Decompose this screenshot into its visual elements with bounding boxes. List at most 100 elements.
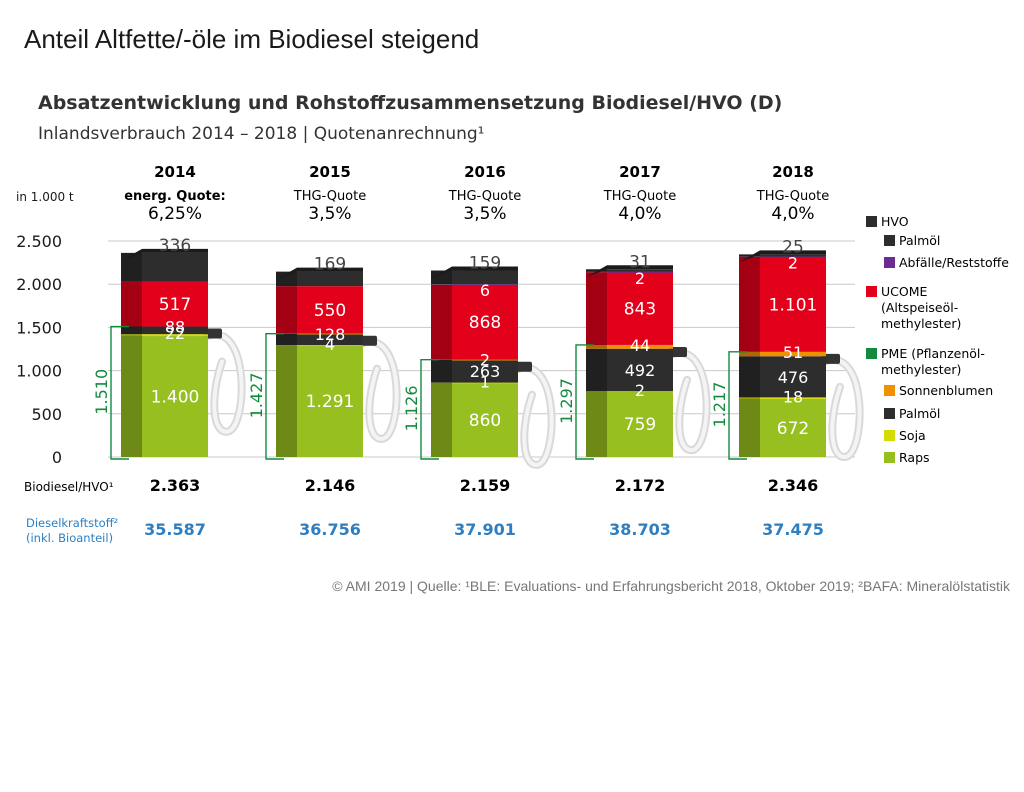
quota-value: 6,25% (148, 204, 202, 224)
year-label: 2018 (772, 163, 814, 181)
quota-value: 4,0% (618, 204, 661, 224)
bar-segment-raps (760, 398, 826, 457)
data-label: 672 (777, 419, 809, 439)
bar-segment-ucome (297, 286, 363, 334)
year-label: 2014 (154, 163, 196, 181)
legend-swatch-sonnenblumen (884, 385, 895, 396)
pme-bracket (728, 351, 747, 460)
quota-type: energ. Quote: (124, 189, 226, 204)
page-title: Anteil Altfette/-öle im Biodiesel steige… (24, 24, 480, 54)
bar-side-palm_pme (431, 359, 452, 383)
diesel-total: 37.475 (762, 520, 824, 539)
bar-top-cap (586, 265, 673, 278)
chart-title: Absatzentwicklung und Rohstoffzusammense… (38, 92, 783, 114)
y-tick-label: 2.500 (16, 232, 62, 251)
legend-swatch-hvo_abfaelle (884, 257, 895, 268)
y-tick-label: 2.000 (16, 275, 62, 294)
data-label: 2 (635, 381, 645, 400)
bar-top-cap (121, 248, 208, 261)
bar-side-raps (431, 382, 452, 457)
quota-value: 4,0% (771, 204, 814, 224)
data-label: 1 (480, 373, 490, 392)
bar-segment-hvo_palm (607, 269, 673, 272)
pme-total-label: 1.427 (247, 372, 266, 418)
bar-segment-sonnenblumen (297, 333, 363, 335)
bar-segment-raps (452, 382, 518, 457)
legend-item-continued: methylester) (881, 316, 961, 331)
y-tick-label: 0 (52, 448, 62, 467)
legend-swatch-hvo_palm (884, 235, 895, 246)
bar-segment-raps (142, 336, 208, 457)
bar-segment-palm_pme (760, 356, 826, 398)
bar-side-ucome (586, 272, 607, 345)
legend-item: UCOME (881, 284, 928, 299)
biodiesel-total: 2.146 (305, 476, 356, 495)
diesel-total: 38.703 (609, 520, 671, 539)
fuel-nozzle-highlight (359, 339, 399, 441)
bar-side-raps (121, 336, 142, 457)
bar-side-hvo_palm (121, 252, 142, 282)
bar-segment-sonnenblumen (607, 344, 673, 349)
legend-item-continued: methylester) (881, 362, 961, 377)
bar-segment-ucome (142, 281, 208, 327)
bar-segment-raps (297, 345, 363, 457)
diesel-total: 36.756 (299, 520, 361, 539)
bar-segment-sonnenblumen (452, 359, 518, 361)
pme-total-label: 1.217 (710, 382, 729, 428)
quota-value: 3,5% (463, 204, 506, 224)
bar-segment-raps (607, 391, 673, 457)
data-label: 4 (325, 335, 335, 354)
bar-segment-soja (452, 382, 518, 384)
bar-segment-soja (607, 391, 673, 393)
fuel-nozzle-tip (514, 361, 532, 372)
biodiesel-total: 2.363 (150, 476, 201, 495)
legend-swatch-palm_pme (884, 408, 895, 419)
bar-side-sonnenblumen (739, 351, 760, 357)
y-tick-label: 1.000 (16, 362, 62, 381)
data-label: 31 (629, 252, 651, 272)
bar-side-ucome (431, 284, 452, 360)
legend-item: Palmöl (899, 233, 940, 248)
bar-segment-ucome (452, 284, 518, 360)
bar-side-raps (276, 345, 297, 457)
data-label: 263 (470, 362, 501, 381)
bar-top-cap (739, 250, 826, 263)
data-label: 476 (778, 368, 809, 387)
bar-segment-hvo_palm (142, 252, 208, 282)
legend-item: HVO (881, 214, 909, 229)
data-label: 550 (314, 301, 346, 321)
fuel-nozzle-tip (359, 335, 377, 346)
pme-total-label: 1.126 (402, 385, 421, 431)
year-label: 2017 (619, 163, 661, 181)
bar-side-soja (739, 397, 760, 399)
fuel-nozzle-highlight (514, 365, 554, 467)
data-label: 51 (783, 343, 803, 362)
data-label: 18 (783, 387, 803, 406)
data-label: 860 (469, 411, 501, 431)
biodiesel-stacked-bar-chart: 0 500 1.000 1.500 2.000 2.500 in 1.000 t 2014 en… (16, 163, 1009, 545)
data-label: 88 (165, 318, 185, 337)
data-label: 22 (165, 324, 185, 343)
legend-item: Raps (899, 450, 930, 465)
data-label: 2 (788, 254, 798, 273)
bar-side-ucome (739, 256, 760, 352)
legend-swatch-raps (884, 452, 895, 463)
bar-segment-palm_pme (452, 359, 518, 383)
bar-side-hvo_palm (431, 270, 452, 285)
pme-bracket (575, 344, 594, 460)
legend-swatch-bracket (866, 348, 877, 359)
data-label: 2 (480, 351, 490, 370)
bar-side-hvo_abfaelle (431, 284, 452, 285)
legend-swatch-soja (884, 430, 895, 441)
data-label: 1.400 (151, 388, 200, 408)
data-label: 44 (630, 336, 650, 355)
data-label: 159 (469, 253, 501, 273)
diesel-total: 35.587 (144, 520, 206, 539)
bar-side-palm_pme (586, 348, 607, 392)
data-label: 1.291 (306, 392, 355, 412)
quota-type: THG-Quote (603, 189, 676, 204)
legend-item: Abfälle/Reststoffe (899, 255, 1009, 270)
fuel-nozzle-highlight (669, 350, 709, 452)
bar-side-palm_pme (739, 356, 760, 398)
bar-segment-ucome (607, 272, 673, 345)
